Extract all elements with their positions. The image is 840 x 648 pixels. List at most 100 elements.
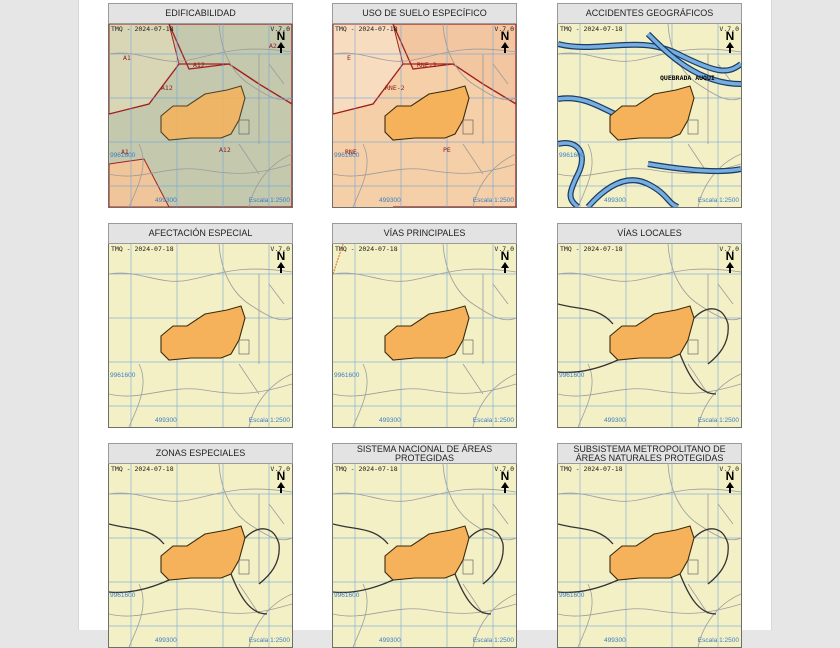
map-view[interactable]: TMQ - 2024-07-18 V.7.0 N 9961600 499300 Escal… [332, 24, 517, 208]
map-zone-label: QUEBRADA AUQUI [660, 74, 715, 82]
map-zone-label: A12 [161, 84, 173, 92]
coord-y-label: 9961600 [334, 372, 360, 379]
north-label: N [500, 29, 510, 43]
north-arrow-icon: N [723, 250, 737, 273]
map-panel: AFECTACIÓN ESPECIAL TMQ - 2024-07-18 V.7.0… [108, 223, 293, 428]
scale-label: Escala 1:2500 [472, 637, 514, 644]
north-arrow-icon: N [274, 470, 288, 493]
map-date-header: TMQ - 2024-07-18 [111, 25, 174, 33]
north-label: N [276, 469, 286, 483]
map-canvas [558, 464, 741, 647]
scale-label: Escala 1:2500 [697, 417, 739, 424]
north-arrow-icon: N [498, 30, 512, 53]
map-canvas [109, 464, 292, 647]
map-panel-title: USO DE SUELO ESPECÍFICO [332, 3, 517, 24]
map-view[interactable]: TMQ - 2024-07-18 V.7.0 N 9961600 499300 Escal… [557, 464, 742, 648]
scale-label: Escala 1:2500 [248, 197, 290, 204]
map-date-header: TMQ - 2024-07-18 [111, 245, 174, 253]
map-version: V.7.0 [270, 25, 290, 33]
north-label: N [500, 469, 510, 483]
map-date-header: TMQ - 2024-07-18 [560, 465, 623, 473]
map-date-header: TMQ - 2024-07-18 [560, 25, 623, 33]
map-panel-title: VÍAS LOCALES [557, 223, 742, 244]
map-panel-title: ZONAS ESPECIALES [108, 443, 293, 464]
map-view[interactable]: TMQ - 2024-07-18 V.7.0 N 9961600 499300 Escal… [557, 244, 742, 428]
map-panel: EDIFICABILIDAD TMQ - 2024-07-18 V.7.0 N 9961… [108, 3, 293, 208]
map-version: V.7.0 [719, 465, 739, 473]
coord-x-label: 499300 [604, 197, 626, 204]
north-label: N [725, 249, 735, 263]
map-version: V.7.0 [719, 245, 739, 253]
map-panel: VÍAS LOCALES TMQ - 2024-07-18 V.7.0 N 996160… [557, 223, 742, 428]
coord-y-label: 9961600 [334, 152, 360, 159]
map-version: V.7.0 [270, 465, 290, 473]
coord-y-label: 9961600 [334, 592, 360, 599]
map-zone-label: RNE-2 [385, 84, 405, 92]
map-view[interactable]: TMQ - 2024-07-18 V.7.0 N 9961600 499300 Escal… [332, 464, 517, 648]
coord-x-label: 499300 [379, 637, 401, 644]
document-page: EDIFICABILIDAD TMQ - 2024-07-18 V.7.0 N 9961… [78, 0, 772, 648]
map-view[interactable]: TMQ - 2024-07-18 V.7.0 N 9961600 499300 Escal… [557, 24, 742, 208]
north-label: N [276, 29, 286, 43]
north-arrow-icon: N [723, 470, 737, 493]
scale-label: Escala 1:2500 [697, 197, 739, 204]
map-panel-title: SISTEMA NACIONAL DE ÁREAS PROTEGIDAS [332, 443, 517, 464]
map-zone-label: RNE-2 [417, 61, 437, 69]
coord-y-label: 9961600 [559, 372, 585, 379]
map-panel-title: EDIFICABILIDAD [108, 3, 293, 24]
north-arrow-icon: N [274, 250, 288, 273]
map-canvas [333, 244, 516, 427]
map-canvas [109, 24, 292, 207]
map-date-header: TMQ - 2024-07-18 [560, 245, 623, 253]
map-view[interactable]: TMQ - 2024-07-18 V.7.0 N 9961600 499300 Escal… [332, 244, 517, 428]
map-date-header: TMQ - 2024-07-18 [335, 25, 398, 33]
coord-x-label: 499300 [155, 417, 177, 424]
map-panel: SUBSISTEMA METROPOLITANO DE ÁREAS NATURA… [557, 443, 742, 648]
map-panel-title: ACCIDENTES GEOGRÁFICOS [557, 3, 742, 24]
map-version: V.7.0 [270, 245, 290, 253]
coord-y-label: 9961600 [559, 592, 585, 599]
north-label: N [725, 29, 735, 43]
map-zone-label: A2 [269, 42, 277, 50]
scale-label: Escala 1:2500 [472, 197, 514, 204]
coord-y-label: 9961600 [559, 152, 585, 159]
map-panel: ZONAS ESPECIALES TMQ - 2024-07-18 V.7.0 N 99… [108, 443, 293, 648]
north-arrow-icon: N [274, 30, 288, 53]
map-zone-label: E [347, 54, 351, 62]
map-canvas [558, 244, 741, 427]
map-panel: USO DE SUELO ESPECÍFICO TMQ - 2024-07-18 V… [332, 3, 517, 208]
north-label: N [725, 469, 735, 483]
north-arrow-icon: N [498, 470, 512, 493]
coord-y-label: 9961600 [110, 592, 136, 599]
map-version: V.7.0 [719, 25, 739, 33]
map-canvas [109, 244, 292, 427]
map-zone-label: A12 [193, 61, 205, 69]
map-canvas [333, 24, 516, 207]
scale-label: Escala 1:2500 [697, 637, 739, 644]
map-panel-title: SUBSISTEMA METROPOLITANO DE ÁREAS NATURA… [557, 443, 742, 464]
north-label: N [276, 249, 286, 263]
map-zone-label: A1 [123, 54, 131, 62]
map-view[interactable]: TMQ - 2024-07-18 V.7.0 N 9961600 499300 Escal… [108, 244, 293, 428]
coord-y-label: 9961600 [110, 372, 136, 379]
map-zone-label: A12 [219, 146, 231, 154]
scale-label: Escala 1:2500 [472, 417, 514, 424]
map-panel-title: VÍAS PRINCIPALES [332, 223, 517, 244]
map-zone-label: RNE [345, 148, 357, 156]
map-view[interactable]: TMQ - 2024-07-18 V.7.0 N 9961600 499300 Escal… [108, 24, 293, 208]
map-version: V.7.0 [494, 25, 514, 33]
map-panel: SISTEMA NACIONAL DE ÁREAS PROTEGIDAS TMQ … [332, 443, 517, 648]
map-panel: VÍAS PRINCIPALES TMQ - 2024-07-18 V.7.0 N 99… [332, 223, 517, 428]
map-zone-label: PE [443, 146, 451, 154]
coord-x-label: 499300 [379, 417, 401, 424]
coord-x-label: 499300 [155, 197, 177, 204]
coord-x-label: 499300 [379, 197, 401, 204]
north-arrow-icon: N [498, 250, 512, 273]
map-canvas [333, 464, 516, 647]
coord-x-label: 499300 [155, 637, 177, 644]
north-arrow-icon: N [723, 30, 737, 53]
coord-y-label: 9961600 [110, 152, 136, 159]
map-view[interactable]: TMQ - 2024-07-18 V.7.0 N 9961600 499300 Escal… [108, 464, 293, 648]
map-panel: ACCIDENTES GEOGRÁFICOS TMQ - 2024-07-18 V.… [557, 3, 742, 208]
map-canvas [558, 24, 741, 207]
